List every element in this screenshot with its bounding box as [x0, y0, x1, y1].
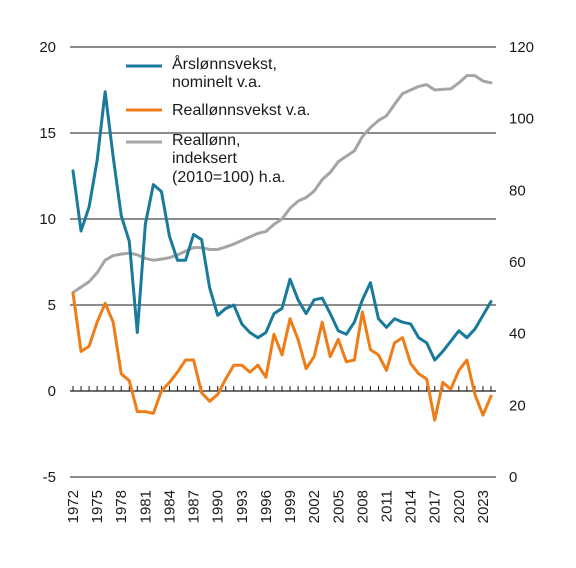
legend-label: Reallønn, indeksert (2010=100) h.a.	[172, 132, 285, 186]
legend-label: Årslønnsvekst, nominelt v.a.	[172, 54, 277, 91]
legend-label-line: Årslønnsvekst,	[172, 54, 277, 73]
x-tick-label: 1999	[282, 490, 299, 523]
legend: Årslønnsvekst, nominelt v.a. Reallønnsveks…	[126, 54, 310, 186]
right-tick-label: 80	[509, 182, 526, 199]
right-axis-tick-labels: 120 100 80 60 40 20 0	[509, 39, 534, 486]
x-tick-label: 1996	[258, 490, 275, 523]
left-tick-label: 0	[48, 383, 56, 400]
x-axis-tick-labels: 1972 1975 1978 1981 1984 1987 1990 1993 1996 1999…	[65, 490, 492, 523]
x-tick-label: 2020	[451, 490, 468, 523]
x-tick-label: 2023	[475, 490, 492, 523]
x-tick-label: 2002	[306, 490, 323, 523]
x-tick-label: 1993	[234, 490, 251, 523]
left-axis-tick-labels: 20 15 10 5 0 -5	[39, 39, 56, 486]
series-line	[71, 291, 493, 422]
x-tick-label: 2011	[379, 490, 396, 522]
x-tick-label: 2017	[427, 490, 444, 523]
right-tick-label: 40	[509, 326, 526, 343]
right-tick-label: 120	[509, 39, 534, 56]
left-tick-label: 5	[48, 297, 56, 314]
left-tick-label: -5	[43, 469, 56, 486]
legend-label-line: Reallønn,	[172, 132, 240, 149]
left-tick-label: 15	[39, 125, 56, 142]
right-tick-label: 100	[509, 111, 534, 128]
series-line	[71, 90, 493, 362]
x-tick-label: 1981	[137, 490, 154, 523]
legend-label-line: Reallønnsvekst v.a.	[172, 102, 310, 119]
legend-label-line: (2010=100) h.a.	[172, 169, 285, 186]
x-tick-label: 2008	[354, 490, 371, 523]
legend-label: Reallønnsvekst v.a.	[172, 102, 310, 119]
right-tick-label: 0	[509, 469, 517, 486]
left-tick-label: 20	[39, 39, 56, 56]
right-tick-label: 60	[509, 254, 526, 271]
legend-label-line: nominelt v.a.	[172, 74, 262, 91]
x-tick-label: 1984	[161, 490, 178, 523]
x-tick-label: 2014	[403, 490, 420, 523]
x-tick-label: 1990	[210, 490, 227, 523]
left-tick-label: 10	[39, 211, 56, 228]
legend-label-line: indeksert	[172, 150, 237, 167]
x-tick-label: 1987	[186, 490, 203, 523]
x-tick-label: 1975	[89, 490, 106, 523]
x-tick-label: 2005	[330, 490, 347, 523]
right-tick-label: 20	[509, 397, 526, 414]
x-tick-label: 1978	[113, 490, 130, 523]
series-lines	[71, 74, 493, 422]
x-tick-label: 1972	[65, 490, 82, 523]
